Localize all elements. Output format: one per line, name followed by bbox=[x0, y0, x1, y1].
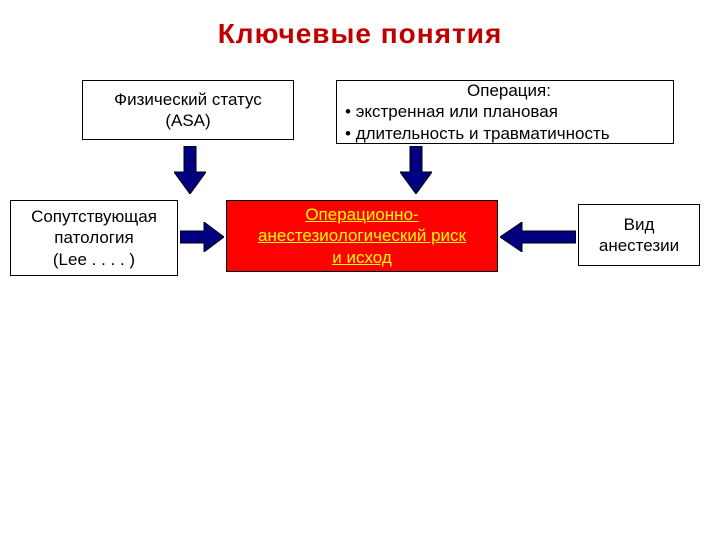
operation-bullet-2: длительность и травматичность bbox=[345, 123, 673, 144]
center-line2: анестезиологический риск bbox=[258, 226, 466, 245]
node-center-risk: Операционно- анестезиологический риск и … bbox=[226, 200, 498, 272]
operation-title: Операция: bbox=[345, 80, 673, 101]
node-comorbidity: Сопутствующая патология (Lee . . . . ) bbox=[10, 200, 178, 276]
arrow-operation-to-center bbox=[400, 146, 432, 194]
center-line1: Операционно- bbox=[305, 205, 418, 224]
node-physical-status: Физический статус (ASA) bbox=[82, 80, 294, 140]
anesthesia-line1: Вид bbox=[624, 214, 655, 235]
arrow-comorbidity-to-center bbox=[180, 222, 224, 252]
node-anesthesia: Вид анестезии bbox=[578, 204, 700, 266]
status-line1: Физический статус bbox=[114, 89, 262, 110]
node-operation: Операция: экстренная или плановая длител… bbox=[336, 80, 674, 144]
operation-bullet-1: экстренная или плановая bbox=[345, 101, 673, 122]
center-line3: и исход bbox=[332, 248, 392, 267]
anesthesia-line2: анестезии bbox=[599, 235, 679, 256]
comorbidity-line2: патология bbox=[54, 227, 133, 248]
comorbidity-line3: (Lee . . . . ) bbox=[53, 249, 135, 270]
status-line2: (ASA) bbox=[165, 110, 210, 131]
arrow-status-to-center bbox=[174, 146, 206, 194]
comorbidity-line1: Сопутствующая bbox=[31, 206, 157, 227]
page-title: Ключевые понятия bbox=[0, 0, 720, 50]
arrow-anesthesia-to-center bbox=[500, 222, 576, 252]
